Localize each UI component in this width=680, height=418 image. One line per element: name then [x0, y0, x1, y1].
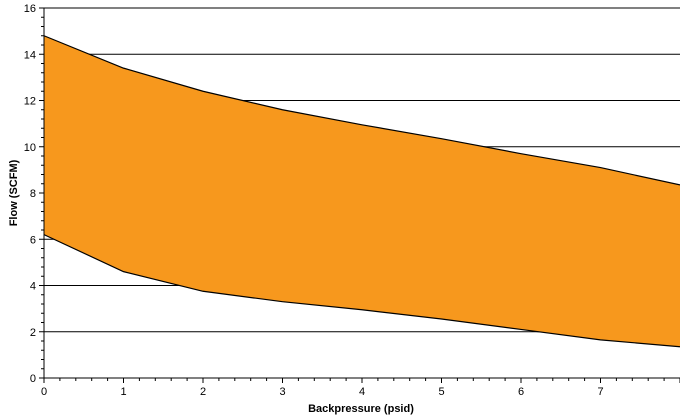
x-tick-label: 0 — [41, 386, 47, 398]
y-tick-label: 14 — [24, 49, 36, 61]
y-axis-title: Flow (SCFM) — [8, 159, 20, 226]
lower-boundary-line — [43, 234, 680, 348]
x-tick-label: 4 — [359, 386, 365, 398]
x-tick-label: 7 — [597, 386, 603, 398]
x-axis-title: Backpressure (psid) — [308, 403, 414, 415]
flow-band-fill — [44, 35, 680, 347]
y-tick-label: 6 — [30, 234, 36, 246]
y-tick-label: 2 — [30, 327, 36, 339]
y-tick-label: 12 — [24, 96, 36, 108]
x-tick-label: 3 — [279, 386, 285, 398]
upper-boundary-line — [43, 35, 680, 186]
y-tick-label: 16 — [24, 3, 36, 15]
y-tick-label: 10 — [24, 142, 36, 154]
x-tick-label: 5 — [438, 386, 444, 398]
y-tick-label: 8 — [30, 188, 36, 200]
y-tick-label: 4 — [30, 281, 36, 293]
x-tick-label: 1 — [120, 386, 126, 398]
axes — [39, 7, 680, 383]
y-tick-label: 0 — [30, 373, 36, 385]
flow-band — [43, 35, 680, 348]
x-tick-label: 6 — [518, 386, 524, 398]
x-tick-label: 2 — [200, 386, 206, 398]
